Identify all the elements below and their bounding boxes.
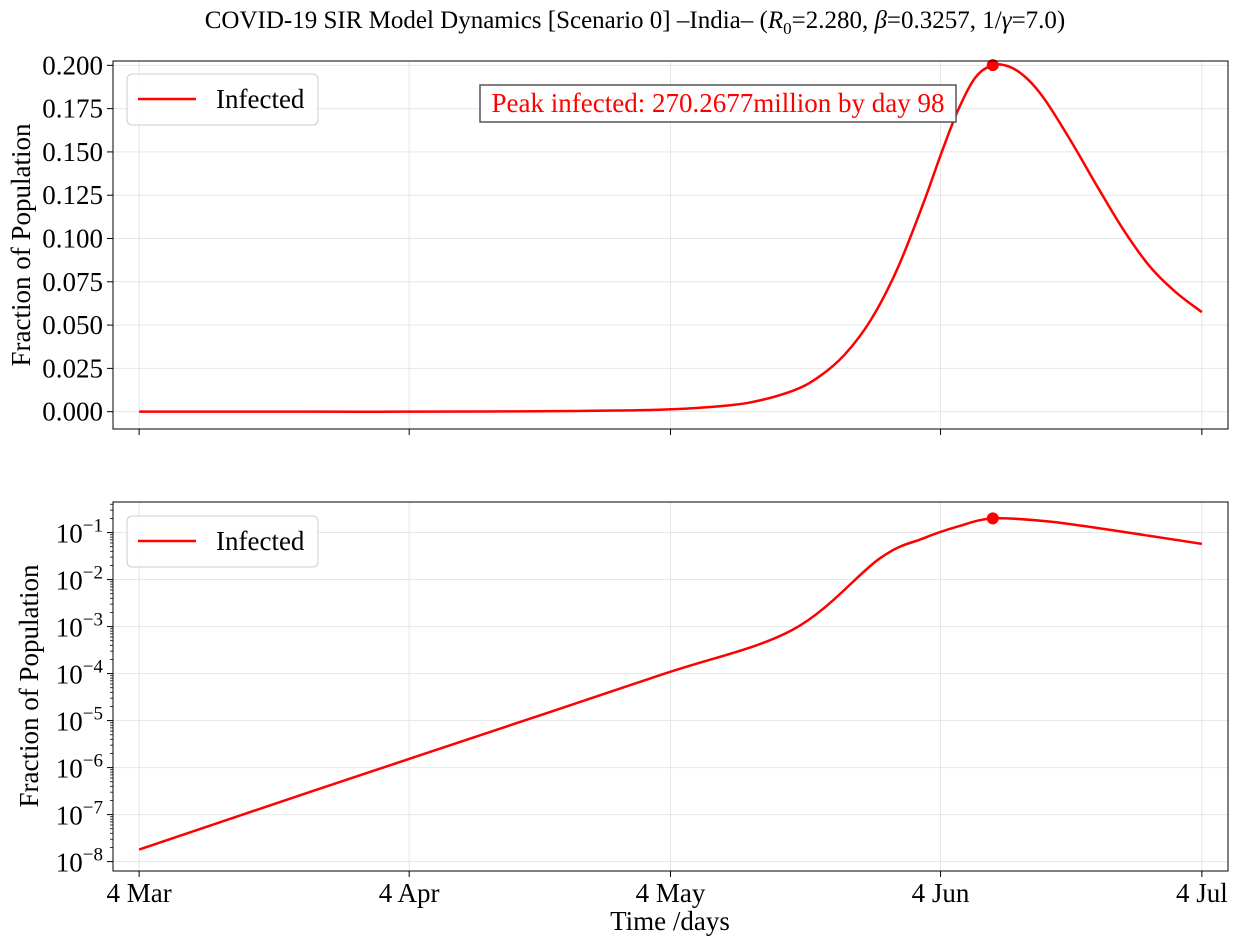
x-tick-label: 4 Apr xyxy=(379,878,440,908)
top-peak-marker xyxy=(986,59,999,72)
peak-annotation-text: Peak infected: 270.2677million by day 98 xyxy=(492,88,945,118)
bottom-y-tick-label: 10−6 xyxy=(56,751,103,784)
bottom-x-ticks: 4 Mar 4 Apr 4 May 4 Jun 4 Jul xyxy=(107,871,1228,908)
top-plot-frame xyxy=(112,60,1229,430)
top-legend-label: Infected xyxy=(216,84,305,114)
bottom-legend-box xyxy=(126,515,319,568)
bottom-peak-marker xyxy=(986,512,999,525)
top-legend-box xyxy=(126,73,319,126)
top-y-axis-label: Fraction of Population xyxy=(6,123,36,366)
bottom-y-ticks: 10−8 10−7 10−6 10−5 10−4 10−3 10−2 10−1 xyxy=(56,503,113,878)
bottom-y-tick-label: 10−4 xyxy=(56,657,104,690)
bottom-y-tick-label: 10−8 xyxy=(56,845,103,878)
peak-annotation-box xyxy=(479,84,957,123)
bottom-legend-label: Infected xyxy=(216,526,305,556)
x-axis-label: Time /days xyxy=(610,906,730,936)
bottom-legend: Infected xyxy=(126,515,319,568)
top-y-ticks: 0.000 0.025 0.050 0.075 0.100 0.125 0.150 0.175… xyxy=(42,50,113,427)
top-x-ticks xyxy=(138,429,1203,435)
top-y-tick-label: 0.100 xyxy=(42,224,103,254)
bottom-y-tick-label: 10−1 xyxy=(56,516,103,549)
top-y-tick-label: 0.075 xyxy=(42,267,103,297)
top-y-tick-label: 0.200 xyxy=(42,50,103,80)
top-infected-line xyxy=(139,63,1203,413)
bottom-y-tick-label: 10−2 xyxy=(56,563,103,596)
top-y-tick-label: 0.150 xyxy=(42,137,103,167)
peak-annotation: Peak infected: 270.2677million by day 98 xyxy=(479,84,957,123)
bottom-y-tick-label: 10−3 xyxy=(56,610,103,643)
x-tick-label: 4 Jun xyxy=(912,878,970,908)
x-tick-label: 4 Jul xyxy=(1176,878,1228,908)
bottom-y-axis-label: Fraction of Population xyxy=(14,564,44,807)
top-y-tick-label: 0.000 xyxy=(42,397,103,427)
top-y-tick-label: 0.025 xyxy=(42,353,103,383)
bottom-y-tick-label: 10−5 xyxy=(56,704,103,737)
bottom-infected-line xyxy=(138,516,1203,851)
linear-panel: 0.000 0.025 0.050 0.075 0.100 0.125 0.150 0.175… xyxy=(6,50,1229,435)
top-y-tick-label: 0.125 xyxy=(42,180,103,210)
x-tick-label: 4 May xyxy=(636,878,706,908)
bottom-plot-frame xyxy=(112,501,1229,872)
top-y-tick-label: 0.175 xyxy=(42,94,103,124)
figure-title: COVID-19 SIR Model Dynamics [Scenario 0]… xyxy=(205,7,1066,38)
x-tick-label: 4 Mar xyxy=(107,878,172,908)
top-legend: Infected xyxy=(126,73,319,126)
log-panel: 10−810−710−610−510−410−310−210−1 4 Mar 4 … xyxy=(14,501,1229,936)
bottom-y-tick-label: 10−7 xyxy=(56,798,103,831)
top-y-tick-label: 0.050 xyxy=(42,310,103,340)
